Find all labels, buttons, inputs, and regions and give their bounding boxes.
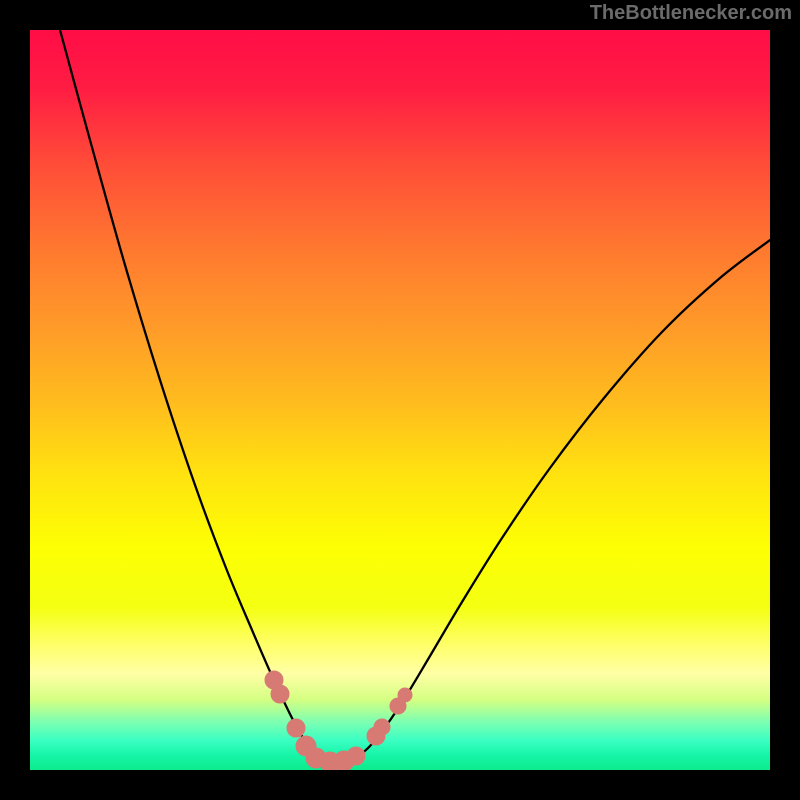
data-marker (271, 685, 289, 703)
v-curve-path (60, 30, 770, 762)
data-marker (287, 719, 305, 737)
data-marker (374, 719, 390, 735)
watermark-text: TheBottlenecker.com (590, 2, 792, 25)
data-marker (347, 747, 365, 765)
curve-overlay (30, 30, 770, 770)
chart-canvas: TheBottlenecker.com (0, 0, 800, 800)
plot-area (30, 30, 770, 770)
data-marker (398, 688, 412, 702)
